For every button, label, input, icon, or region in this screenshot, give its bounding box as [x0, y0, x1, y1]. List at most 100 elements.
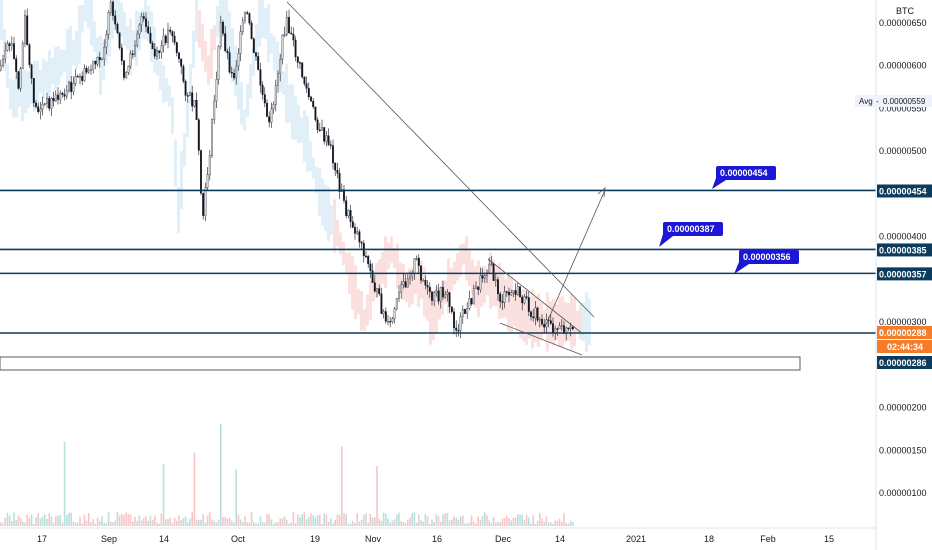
volume-bar — [237, 514, 240, 526]
projection-arrow-line[interactable] — [544, 189, 606, 328]
wedge-upper-line[interactable] — [487, 258, 584, 335]
cloud-segment — [363, 308, 366, 332]
volume-bar — [103, 522, 105, 526]
y-tick-label: 0.00000200 — [879, 403, 927, 413]
volume-bar — [22, 521, 24, 526]
volume-bar — [28, 517, 31, 526]
volume-bar — [162, 463, 165, 526]
volume-bar — [129, 514, 132, 526]
volume-bar — [569, 520, 572, 526]
candle-body — [235, 65, 238, 79]
candle-body — [367, 256, 370, 265]
volume-bar — [457, 519, 460, 526]
candle-body — [46, 98, 48, 104]
cloud-segment — [564, 301, 567, 343]
volume-bar — [325, 514, 328, 526]
cloud-segment — [75, 31, 78, 69]
cloud-segment — [351, 256, 354, 310]
cloud-segment — [450, 267, 453, 292]
cloud-segment — [114, 0, 117, 23]
candle-body — [321, 127, 323, 131]
wedge-lower-line[interactable] — [499, 322, 583, 356]
cloud-segment — [9, 79, 12, 109]
trendlines — [286, 1, 606, 356]
volume-bar — [268, 514, 270, 526]
level-lines: 0.00000454 0.00000385 0.00000357 0.00000286 — [0, 184, 932, 369]
volume-bar — [354, 523, 356, 526]
candle-body — [519, 286, 521, 298]
volume-bar — [389, 522, 391, 526]
cloud-segment — [423, 267, 426, 317]
volume-bar — [442, 514, 444, 526]
cloud-segment — [513, 289, 516, 327]
candle-body — [8, 43, 11, 46]
candle-body — [345, 200, 348, 217]
cloud-segment — [435, 287, 438, 333]
candle-body — [437, 290, 440, 302]
descending-trendline[interactable] — [286, 1, 595, 318]
volume-bar — [165, 519, 167, 526]
volume-bar — [24, 522, 26, 526]
candle-body — [103, 46, 106, 60]
candle-body — [219, 21, 222, 47]
candle-body — [101, 58, 103, 61]
volume-bar — [286, 519, 288, 526]
cloud-segment — [63, 49, 66, 72]
cloud-segment — [93, 20, 96, 53]
cloud-segment — [489, 252, 492, 309]
avg-value: 0.00000559 — [883, 97, 926, 106]
volume-bar — [112, 522, 114, 526]
candle-body — [543, 324, 546, 328]
volume-bar — [217, 519, 220, 526]
volume-bar — [288, 523, 290, 526]
cloud-segment — [312, 157, 315, 179]
cloud-segment — [96, 37, 99, 65]
candle-body — [398, 292, 400, 299]
volume-bar — [426, 516, 429, 526]
candle-body — [248, 13, 251, 24]
x-tick-label: 15 — [824, 534, 834, 544]
volume-bar — [272, 523, 275, 526]
candle-body — [26, 15, 29, 45]
volume-bar — [297, 514, 299, 526]
volume-bar — [567, 523, 570, 526]
candle-body — [494, 279, 497, 281]
candle-body — [79, 75, 81, 78]
volume-bar — [369, 513, 372, 526]
x-tick-label: 17 — [37, 534, 47, 544]
cloud-segment — [123, 11, 126, 47]
price-axis[interactable]: 0.00000650 0.00000600 0.00000550 0.00000500… — [879, 18, 927, 498]
candle-body — [200, 150, 202, 194]
candle-body — [98, 57, 101, 61]
cloud-segment — [111, 5, 114, 39]
candle-body — [118, 32, 121, 48]
candle-body — [21, 43, 24, 69]
callout-box[interactable] — [739, 250, 799, 264]
level-axis-tag — [877, 356, 932, 369]
volume-bar — [37, 512, 39, 526]
volume-bar — [209, 512, 211, 526]
candle-body — [206, 174, 209, 188]
candle-body — [162, 35, 165, 47]
cloud-segment — [498, 262, 501, 319]
volume-bar — [85, 520, 88, 526]
cloud-segment — [246, 84, 249, 118]
volume-bar — [314, 517, 317, 526]
candle-body — [30, 64, 33, 79]
candle-body — [171, 31, 174, 37]
callout-box[interactable] — [716, 166, 776, 180]
volume-bar — [470, 515, 473, 526]
cloud-segment — [60, 49, 63, 77]
support-box[interactable] — [0, 356, 801, 371]
cloud-segment — [360, 290, 363, 331]
level-axis-label: 0.00000286 — [879, 358, 927, 368]
candle-body — [87, 70, 90, 73]
candle-body — [50, 97, 53, 109]
time-axis[interactable]: 17 Sep 14 Oct 19 Nov 16 Dec 14 2021 18 Feb 15 — [37, 534, 834, 544]
volume-bar — [398, 512, 400, 526]
candle-body — [292, 33, 295, 41]
volume-bar — [506, 515, 508, 526]
callout-box[interactable] — [663, 222, 723, 236]
candle-body — [222, 21, 224, 34]
